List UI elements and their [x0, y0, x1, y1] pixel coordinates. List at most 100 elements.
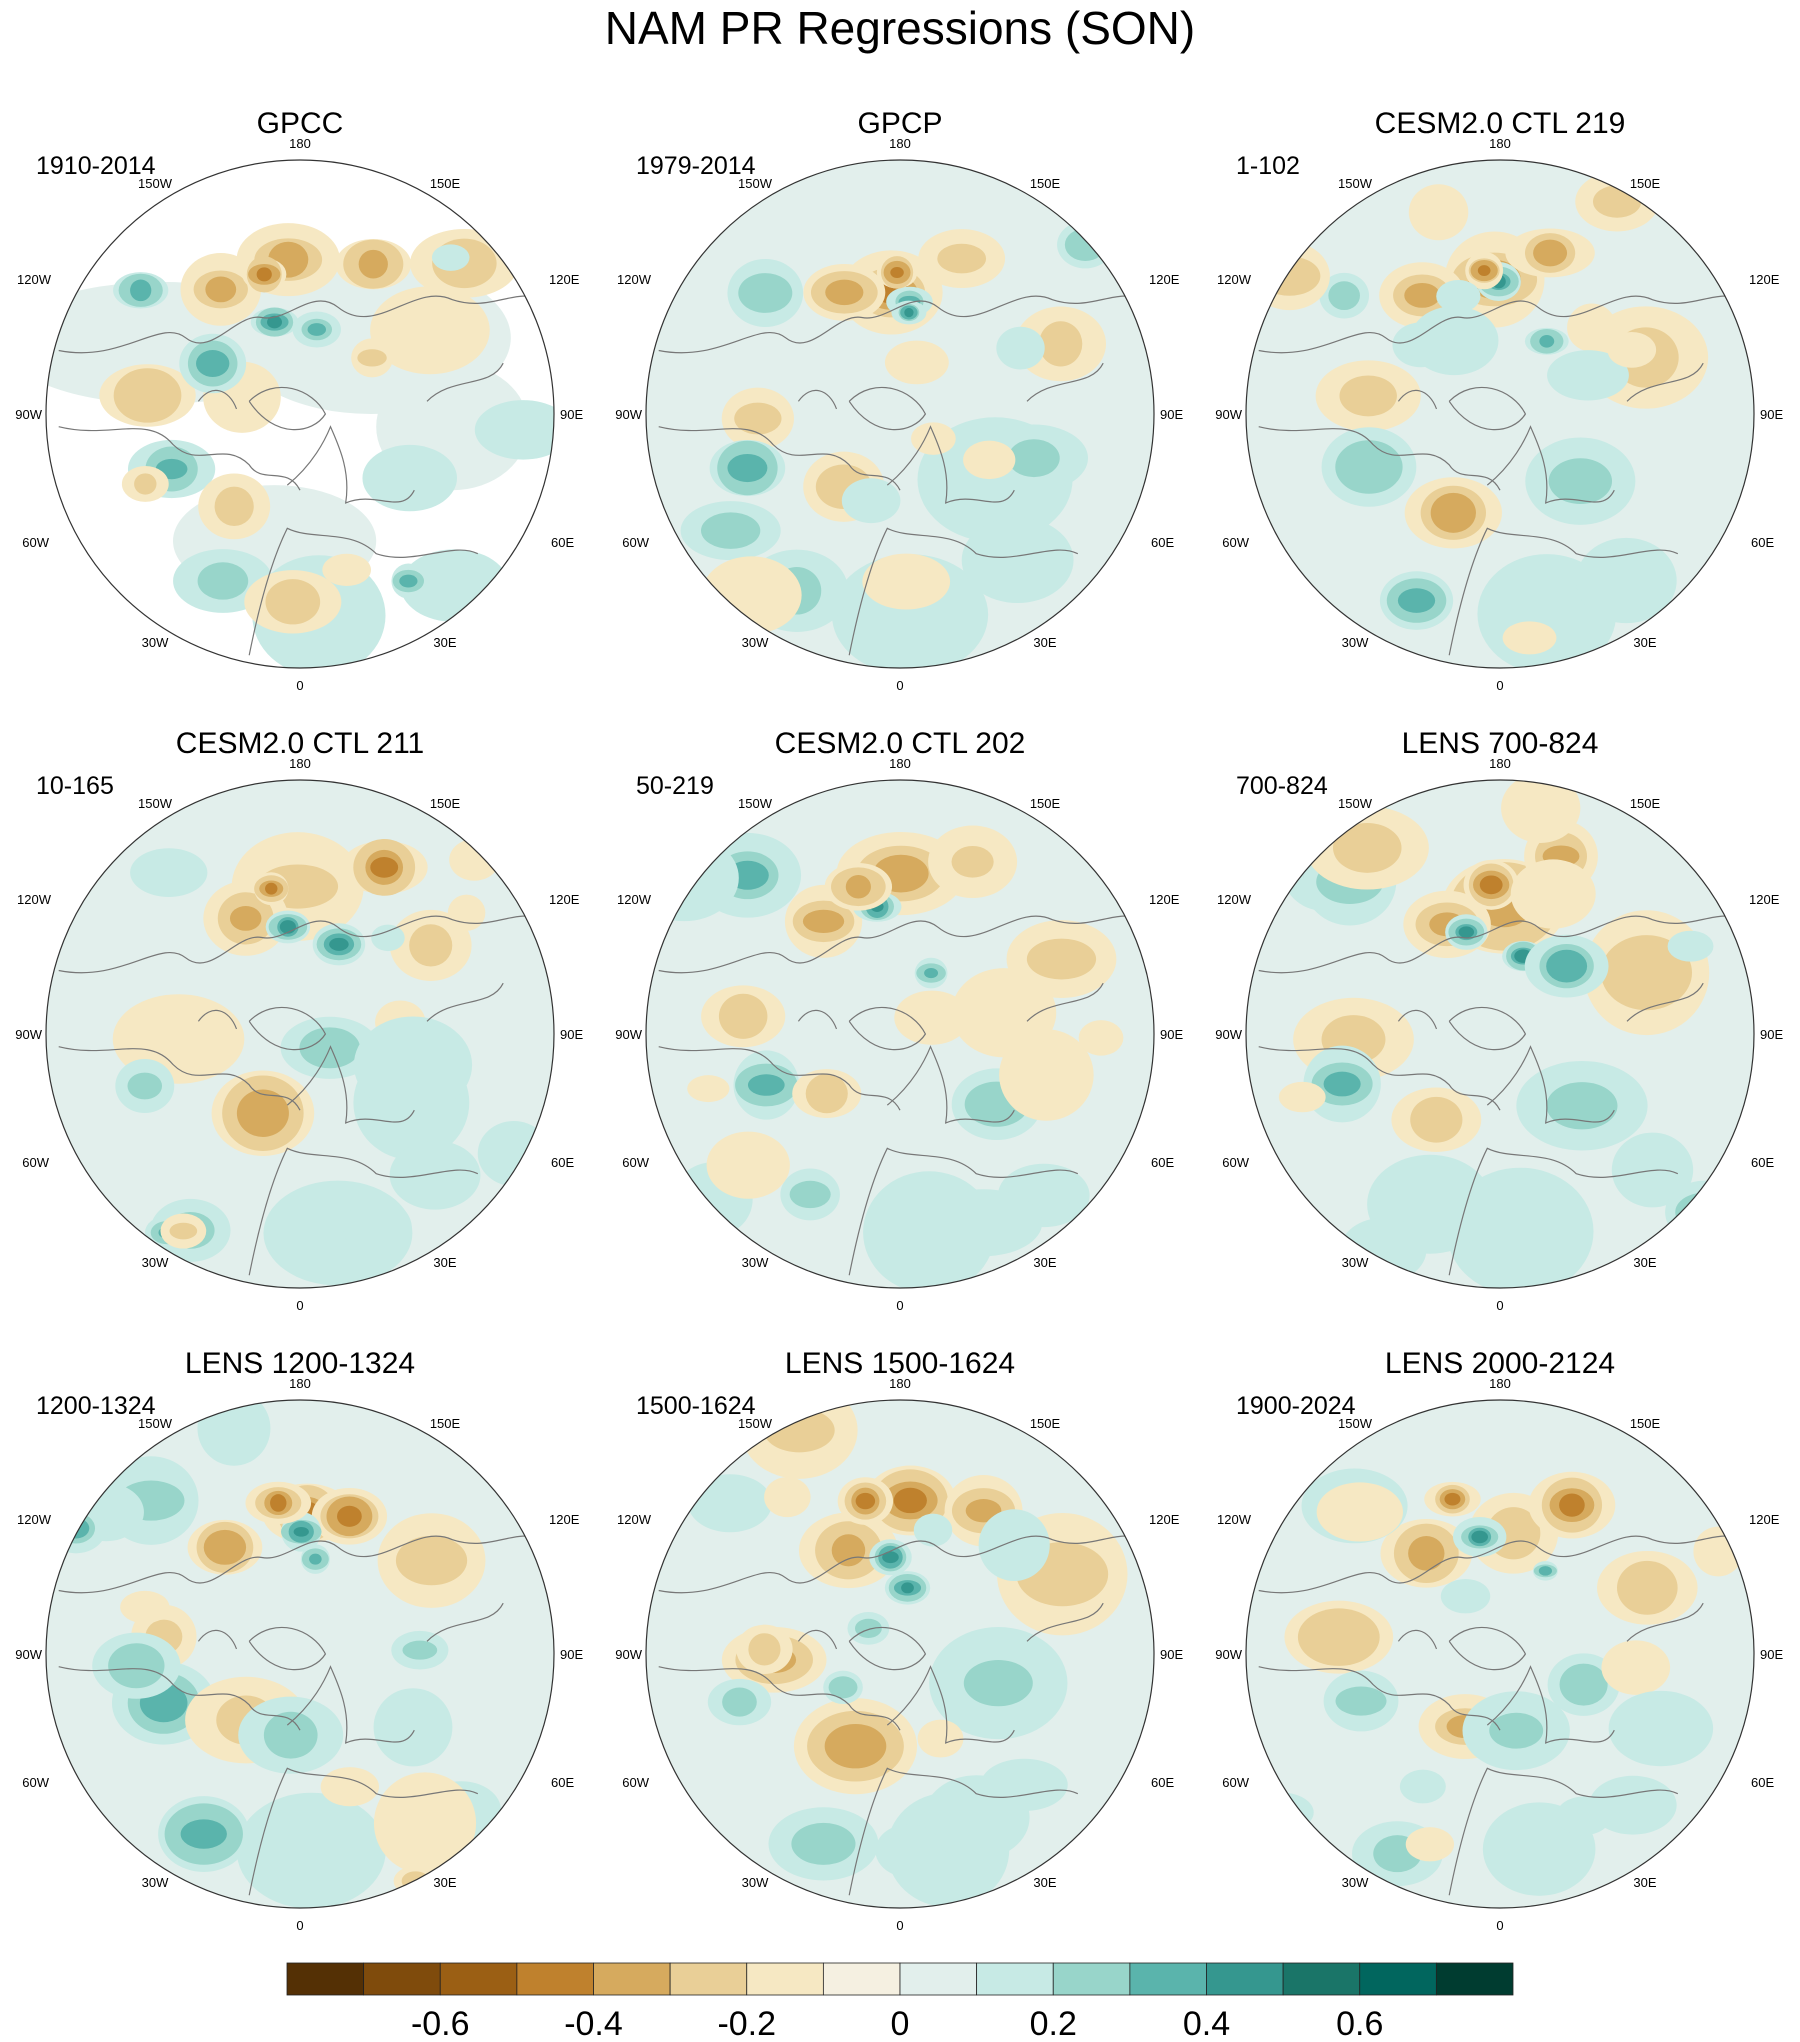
contour-region [1297, 1608, 1380, 1666]
contour-region [56, 1512, 96, 1544]
map-boundary [45, 1399, 555, 1909]
precip-field [646, 160, 1154, 668]
panel-title: GPCP [857, 107, 942, 140]
colorbar-bin [593, 1962, 671, 1996]
contour-region [229, 905, 262, 931]
longitude-label: 90W [615, 1647, 642, 1662]
panel-title: CESM2.0 CTL 202 [775, 727, 1026, 760]
coastline [1448, 1626, 1527, 1671]
contour-region [236, 1792, 386, 1908]
coastline [1626, 1602, 1704, 1642]
longitude-label: 150W [1338, 1416, 1373, 1431]
contour-region [1408, 1536, 1445, 1571]
colorbar-bin [516, 1962, 594, 1996]
coastline [248, 1006, 327, 1051]
longitude-label: 120W [1217, 272, 1252, 287]
coastline [1448, 1006, 1527, 1051]
colorbar-tick-label: -0.6 [411, 2005, 470, 2042]
coastline [1486, 1665, 1615, 1744]
contour-region [265, 882, 278, 895]
coastline [58, 1046, 301, 1111]
contour-region [1538, 1566, 1552, 1576]
map-panel: LENS 2000-2124 1900-2024 180 150W 150E 120W 12… [1215, 1347, 1783, 1933]
longitude-label: 0 [296, 678, 303, 693]
contour-region [824, 1723, 887, 1769]
contour-region [901, 1582, 914, 1594]
contour-region [882, 1551, 899, 1564]
coastline [848, 1626, 927, 1671]
map-boundary [1245, 159, 1755, 669]
coastlines [58, 915, 542, 1276]
longitude-label: 150W [1338, 176, 1373, 191]
panel-period: 10-165 [36, 772, 114, 800]
contour-region [1501, 780, 1581, 843]
contour-region [1323, 1071, 1361, 1097]
longitude-label: 90E [1760, 1647, 1783, 1662]
contour-region [1444, 1492, 1461, 1506]
longitude-label: 60W [1222, 1775, 1249, 1790]
longitude-label: 30W [142, 1875, 169, 1890]
panel-title: GPCC [257, 107, 344, 140]
longitude-label: 150W [738, 796, 773, 811]
coastline [658, 1046, 901, 1111]
coastline [1448, 1767, 1679, 1896]
contour-region [841, 478, 901, 524]
contour-region [197, 562, 249, 600]
contour-region [965, 1499, 1002, 1523]
longitude-label: 0 [1496, 1918, 1503, 1933]
coastlines [1258, 295, 1742, 656]
longitude-label: 90W [615, 1027, 642, 1042]
panel-period: 1900-2024 [1236, 1392, 1356, 1420]
map-boundary [1245, 1399, 1755, 1909]
longitude-label: 60W [622, 1775, 649, 1790]
contour-region [917, 1719, 964, 1758]
coastline [1258, 426, 1501, 491]
coastline [1486, 425, 1615, 504]
coastline [658, 1666, 901, 1731]
longitude-label: 30E [1633, 1875, 1656, 1890]
coastlines [658, 295, 1142, 656]
longitude-label: 30E [1033, 635, 1056, 650]
coastline [1258, 1046, 1501, 1111]
colorbar-tick-label: 0.2 [1030, 2005, 1077, 2042]
contour-region [401, 1871, 430, 1891]
longitude-label: 150E [1630, 1416, 1661, 1431]
longitude-label: 30W [742, 1875, 769, 1890]
longitude-label: 120E [1149, 272, 1180, 287]
longitude-label: 180 [1489, 756, 1511, 771]
longitude-label: 150E [1030, 796, 1061, 811]
contour-region [961, 517, 1074, 604]
contour-region [1335, 440, 1403, 494]
contour-region [1410, 1096, 1463, 1143]
contour-region [825, 279, 864, 306]
longitude-label: 120W [1217, 892, 1252, 907]
longitude-label: 150E [430, 796, 461, 811]
panel-period: 1-102 [1236, 152, 1300, 180]
longitude-label: 180 [1489, 1376, 1511, 1391]
coastline [286, 1665, 415, 1744]
colorbar-bin [669, 1962, 748, 1996]
contour-region [395, 1535, 468, 1586]
contour-region [1095, 1191, 1139, 1223]
coastline [58, 1666, 301, 1731]
longitude-label: 30W [742, 635, 769, 650]
map-boundary [45, 779, 555, 1289]
contour-region [646, 834, 739, 922]
contour-region [1489, 1712, 1544, 1749]
contour-region [687, 1075, 730, 1103]
longitude-label: 150W [1338, 796, 1373, 811]
colorbar-bin [1282, 1962, 1361, 1996]
contour-region [951, 845, 994, 878]
longitude-label: 150E [1630, 796, 1661, 811]
panel-period: 50-219 [636, 772, 714, 800]
longitude-label: 180 [1489, 136, 1511, 151]
longitude-label: 60W [22, 1775, 49, 1790]
coastlines [658, 1535, 1142, 1896]
map-panel: CESM2.0 CTL 202 50-219 180 150W 150E 120W 120E… [615, 727, 1183, 1313]
contour-region [706, 1131, 790, 1199]
coastline [658, 295, 1142, 354]
panel-grid: GPCC 1910-2014 180 150W 150E 120W 120E 90W 90E 60… [15, 107, 1783, 1933]
precip-field [1246, 1400, 1754, 1908]
contour-region [748, 1633, 781, 1666]
longitude-label: 120E [1749, 1512, 1780, 1527]
